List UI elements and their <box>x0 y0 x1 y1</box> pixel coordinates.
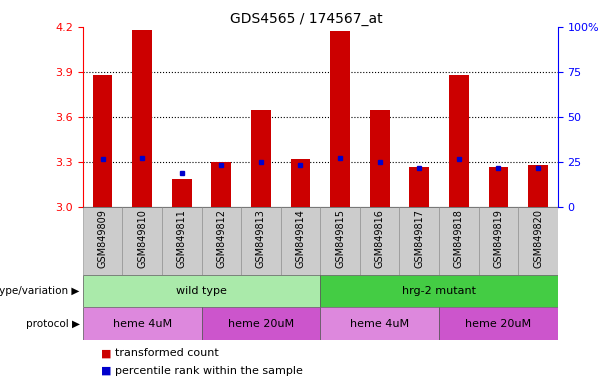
Text: ■: ■ <box>101 348 112 358</box>
Text: heme 20uM: heme 20uM <box>228 318 294 329</box>
Text: GSM849817: GSM849817 <box>414 209 424 268</box>
Text: heme 20uM: heme 20uM <box>465 318 531 329</box>
Bar <box>132 30 152 207</box>
Bar <box>370 109 390 207</box>
Bar <box>83 207 123 275</box>
Bar <box>251 109 271 207</box>
Bar <box>528 165 548 207</box>
Text: GSM849814: GSM849814 <box>295 209 305 268</box>
Bar <box>123 207 162 275</box>
Bar <box>162 207 202 275</box>
Bar <box>439 307 558 340</box>
Bar <box>291 159 310 207</box>
Bar <box>93 75 112 207</box>
Bar <box>489 167 508 207</box>
Text: GSM849820: GSM849820 <box>533 209 543 268</box>
Text: GSM849818: GSM849818 <box>454 209 464 268</box>
Bar <box>518 207 558 275</box>
Bar <box>479 207 518 275</box>
Text: GSM849819: GSM849819 <box>493 209 503 268</box>
Text: GSM849815: GSM849815 <box>335 209 345 268</box>
Text: GSM849816: GSM849816 <box>375 209 385 268</box>
Bar <box>241 207 281 275</box>
Text: protocol ▶: protocol ▶ <box>26 318 80 329</box>
Bar <box>172 179 192 207</box>
Bar <box>321 207 360 275</box>
Bar <box>281 207 321 275</box>
Bar <box>202 207 241 275</box>
Text: GSM849810: GSM849810 <box>137 209 147 268</box>
Bar <box>400 207 439 275</box>
Text: GSM849812: GSM849812 <box>216 209 226 268</box>
Text: GSM849811: GSM849811 <box>177 209 187 268</box>
Text: heme 4uM: heme 4uM <box>350 318 409 329</box>
Text: GDS4565 / 174567_at: GDS4565 / 174567_at <box>230 12 383 25</box>
Text: GSM849813: GSM849813 <box>256 209 266 268</box>
Text: genotype/variation ▶: genotype/variation ▶ <box>0 286 80 296</box>
Text: GSM849809: GSM849809 <box>97 209 107 268</box>
Bar <box>321 275 558 307</box>
Text: transformed count: transformed count <box>115 348 218 358</box>
Text: percentile rank within the sample: percentile rank within the sample <box>115 366 302 376</box>
Bar <box>211 162 231 207</box>
Text: hrg-2 mutant: hrg-2 mutant <box>402 286 476 296</box>
Text: wild type: wild type <box>176 286 227 296</box>
Bar <box>202 307 321 340</box>
Bar <box>439 207 479 275</box>
Bar <box>409 167 429 207</box>
Text: ■: ■ <box>101 366 112 376</box>
Bar <box>83 307 202 340</box>
Bar <box>83 275 321 307</box>
Bar <box>449 75 469 207</box>
Bar <box>360 207 400 275</box>
Text: heme 4uM: heme 4uM <box>113 318 172 329</box>
Bar <box>330 31 350 207</box>
Bar <box>321 307 439 340</box>
